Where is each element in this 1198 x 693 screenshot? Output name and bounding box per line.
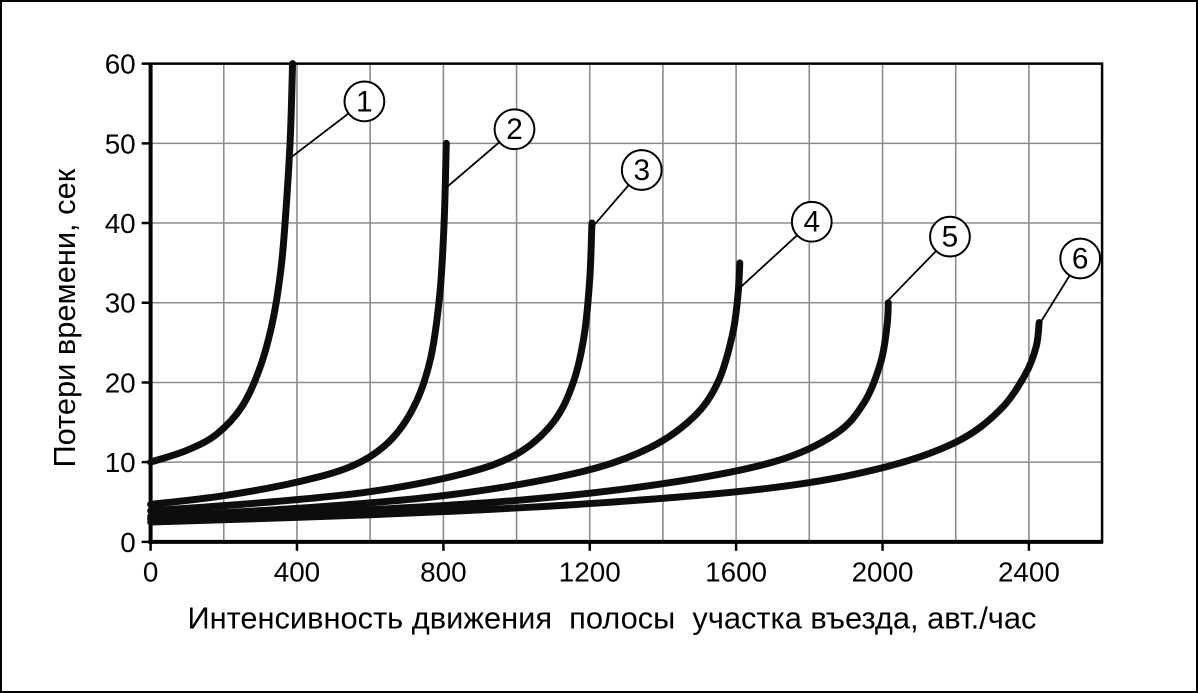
y-tick-label: 0 bbox=[120, 527, 135, 558]
curve-label-1: 1 bbox=[356, 85, 373, 118]
curve-label-5: 5 bbox=[942, 221, 959, 254]
curve-3 bbox=[147, 219, 596, 515]
curve-label-6: 6 bbox=[1072, 242, 1089, 275]
curve-label-circle-6 bbox=[1059, 237, 1102, 280]
curve-label-circle-3 bbox=[620, 149, 663, 191]
curve-1 bbox=[147, 60, 297, 466]
curve-4 bbox=[147, 259, 744, 520]
y-tick-label: 20 bbox=[105, 367, 136, 398]
x-axis-title: Интенсивность движения полосы участка въ… bbox=[187, 600, 1036, 635]
x-tick-label: 2400 bbox=[998, 557, 1060, 588]
x-tick-label: 0 bbox=[143, 557, 158, 588]
x-tick-label: 800 bbox=[420, 557, 466, 588]
y-tick-label: 60 bbox=[105, 49, 136, 80]
y-tick-label: 10 bbox=[105, 447, 136, 478]
curve-label-2: 2 bbox=[506, 113, 523, 146]
x-tick-label: 1600 bbox=[705, 557, 767, 588]
curve-label-circle-4 bbox=[790, 200, 833, 243]
curve-label-4: 4 bbox=[803, 206, 820, 239]
curve-2 bbox=[147, 139, 450, 508]
curve-label-circle-1 bbox=[343, 80, 386, 123]
y-tick-label: 30 bbox=[105, 288, 136, 319]
chart-generated-layer: 0 400 800 1200 1600 2000 2400 0 10 20 30 40 50 60 1 2 3 4… bbox=[105, 49, 1104, 588]
x-tick-label: 2000 bbox=[852, 557, 914, 588]
curve-label-3: 3 bbox=[633, 154, 650, 187]
y-axis-title: Потери времени, сек bbox=[47, 168, 82, 467]
y-tick-label: 40 bbox=[105, 208, 136, 239]
curve-6 bbox=[147, 319, 1043, 526]
curve-5 bbox=[147, 299, 892, 523]
y-tick-label: 50 bbox=[105, 128, 136, 159]
x-tick-label: 1200 bbox=[559, 557, 621, 588]
x-tick-label: 400 bbox=[274, 557, 320, 588]
curve-label-circle-5 bbox=[929, 215, 971, 258]
curve-label-circle-2 bbox=[493, 108, 536, 151]
